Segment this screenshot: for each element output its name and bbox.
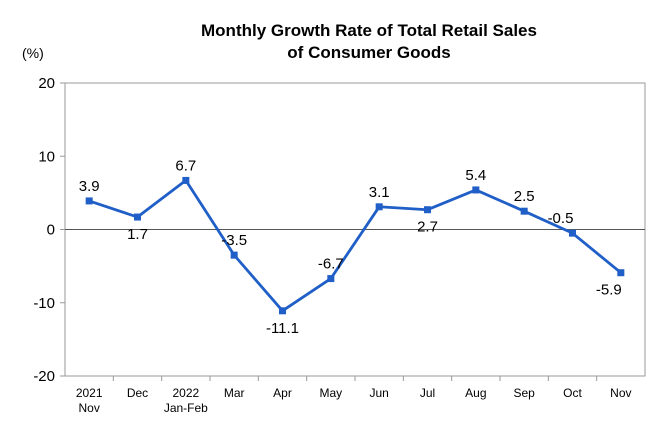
- y-tick-label: -10: [33, 295, 55, 312]
- data-point-marker: [279, 307, 286, 315]
- data-point-marker: [472, 186, 480, 194]
- x-tick-label: Nov: [78, 401, 99, 415]
- data-point-marker: [182, 176, 190, 184]
- x-tick-label: Dec: [127, 386, 148, 400]
- data-point-marker: [617, 269, 625, 277]
- data-point-marker: [327, 275, 335, 283]
- x-tick-label: Jan-Feb: [164, 401, 208, 415]
- x-tick-label: 2021: [76, 386, 103, 400]
- data-point-marker: [569, 229, 576, 237]
- chart-title: Monthly Growth Rate of Total Retail Sale…: [0, 20, 660, 64]
- data-label: -11.1: [266, 320, 299, 337]
- data-label: 2.5: [514, 188, 535, 205]
- data-point-marker: [375, 203, 383, 211]
- data-label: 2.7: [417, 219, 438, 236]
- chart-title-line-1: Monthly Growth Rate of Total Retail Sale…: [201, 21, 537, 40]
- x-tick-label: 2022: [172, 386, 199, 400]
- x-tick-label: Apr: [273, 386, 292, 400]
- data-label: -0.5: [548, 210, 574, 227]
- data-label: -3.5: [221, 232, 247, 249]
- y-tick-label: 0: [47, 222, 55, 239]
- x-tick-label: Jul: [420, 386, 435, 400]
- data-point-marker: [520, 207, 528, 215]
- data-label: -5.9: [596, 282, 622, 299]
- data-label: 3.1: [369, 184, 390, 201]
- data-label: 3.9: [79, 178, 100, 195]
- x-tick-label: Jun: [369, 386, 388, 400]
- data-point-marker: [424, 206, 431, 214]
- y-tick-label: 10: [38, 148, 55, 165]
- x-tick-label: May: [319, 386, 342, 400]
- series-line: [88, 179, 622, 313]
- x-tick-label: Nov: [610, 386, 631, 400]
- y-tick-label: 20: [38, 75, 55, 92]
- data-label: 6.7: [175, 157, 196, 174]
- chart-title-line-2: of Consumer Goods: [287, 43, 451, 62]
- x-tick-label: Sep: [513, 386, 535, 400]
- data-point-marker: [134, 213, 141, 221]
- data-point-marker: [230, 251, 238, 259]
- x-tick-label: Aug: [465, 386, 486, 400]
- x-tick-label: Mar: [224, 386, 245, 400]
- data-point-marker: [85, 197, 93, 205]
- data-label: 5.4: [465, 167, 486, 184]
- data-label: 1.7: [127, 226, 148, 243]
- y-tick-label: -20: [33, 368, 55, 385]
- y-axis-unit: (%): [22, 45, 44, 61]
- data-label: -6.7: [318, 256, 344, 273]
- x-tick-label: Oct: [563, 386, 582, 400]
